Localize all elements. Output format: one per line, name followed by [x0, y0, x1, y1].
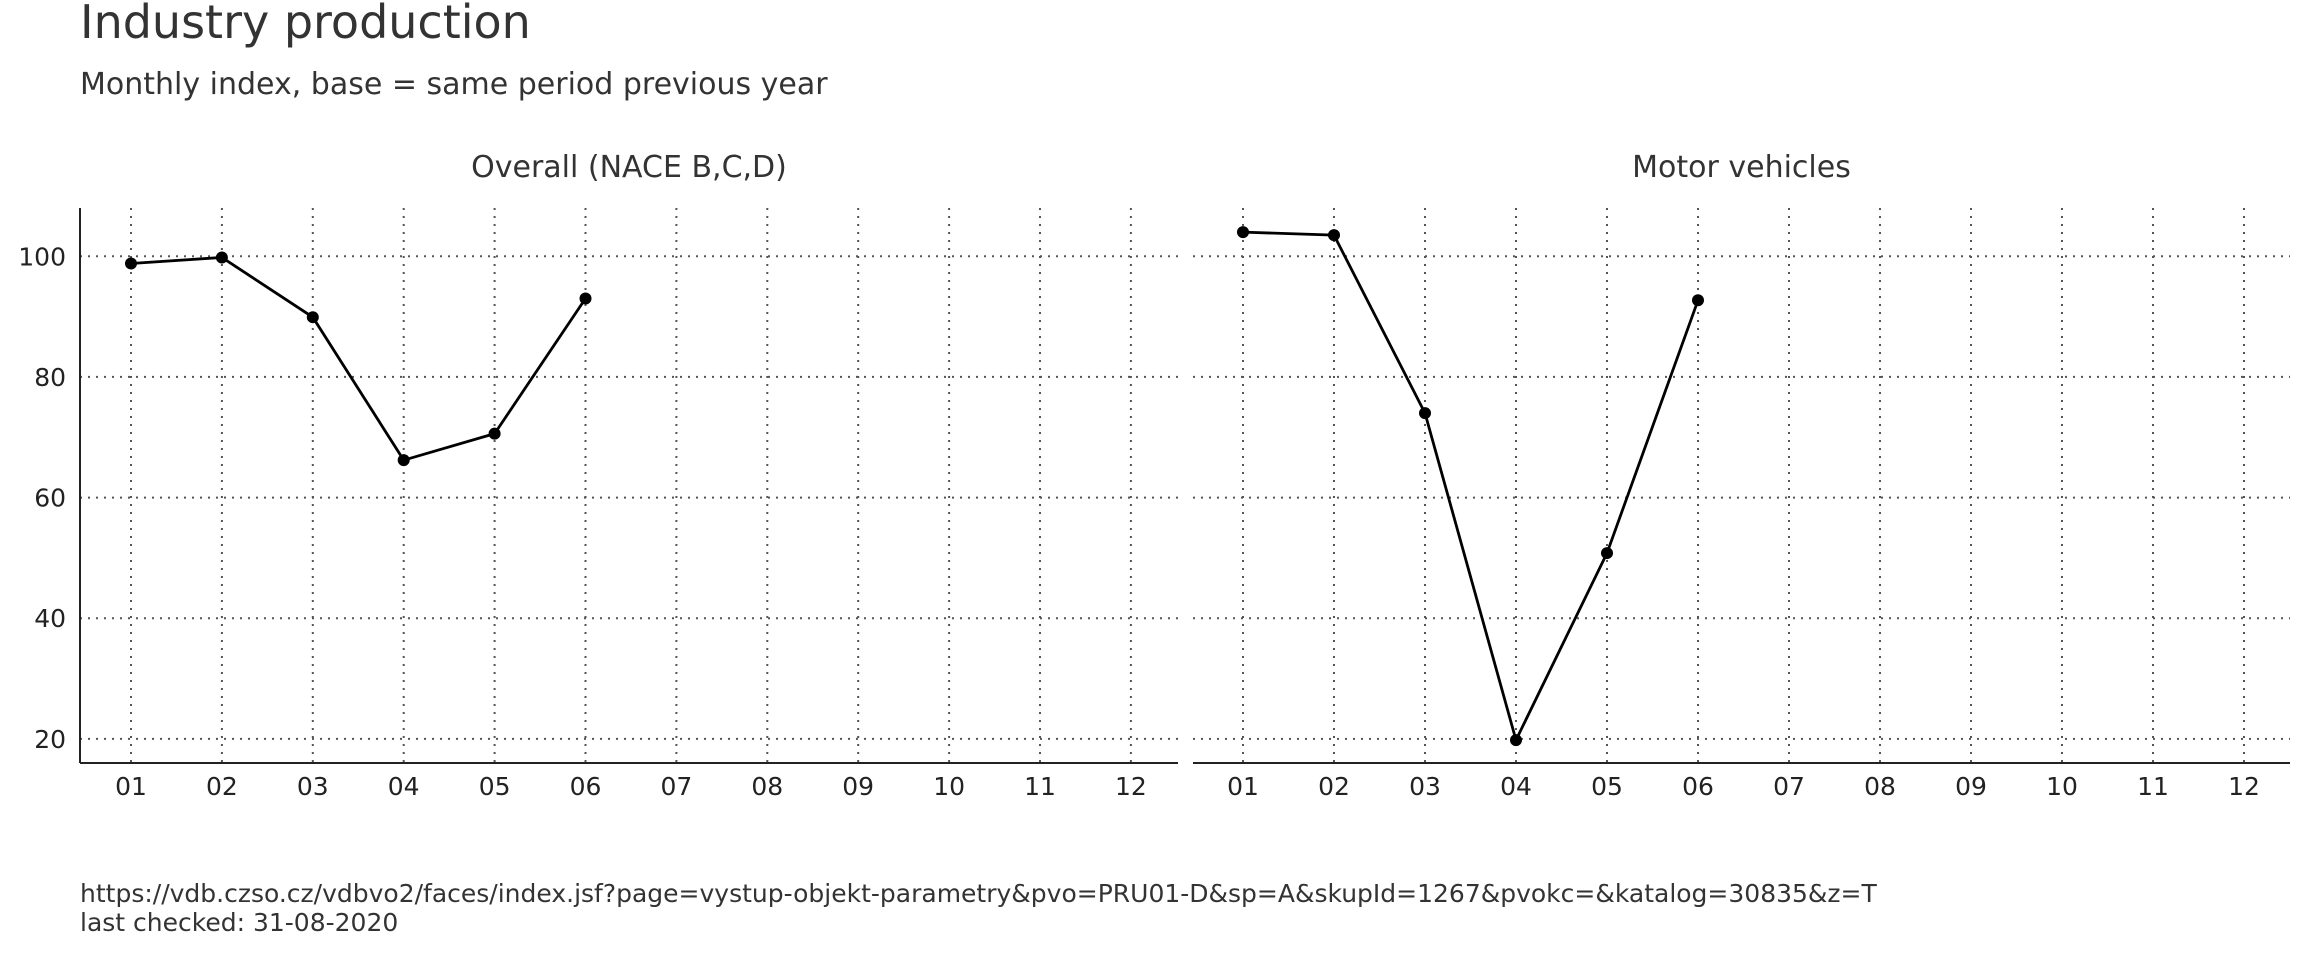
data-point — [306, 311, 319, 324]
x-tick-label: 01 — [1227, 772, 1259, 801]
data-point — [125, 257, 137, 270]
x-tick-label: 05 — [479, 772, 511, 801]
x-tick-label: 10 — [933, 772, 965, 801]
x-tick-label: 04 — [1500, 772, 1532, 801]
x-tick-label: 05 — [1591, 772, 1623, 801]
x-tick-label: 09 — [842, 772, 874, 801]
x-tick-label: 12 — [1115, 772, 1147, 801]
x-tick-label: 11 — [2137, 772, 2169, 801]
chart-subtitle: Monthly index, base = same period previo… — [80, 67, 828, 102]
x-tick-label: 02 — [206, 772, 238, 801]
x-tick-label: 02 — [1318, 772, 1350, 801]
data-point — [1692, 294, 1704, 307]
facet-title: Motor vehicles — [1632, 150, 1851, 185]
x-tick-label: 08 — [751, 772, 783, 801]
series-line — [1242, 230, 1700, 745]
x-tick-label: 11 — [1024, 772, 1056, 801]
x-tick-label: 10 — [2046, 772, 2078, 801]
y-tick-label: 20 — [34, 725, 66, 754]
y-tick-label: 60 — [34, 484, 66, 513]
data-point — [1419, 407, 1431, 420]
data-point — [215, 251, 228, 264]
series-line — [130, 256, 587, 462]
data-point — [488, 427, 501, 440]
data-point — [1237, 226, 1249, 239]
x-tick-label: 04 — [388, 772, 420, 801]
x-tick-label: 07 — [660, 772, 692, 801]
y-tick-label: 40 — [34, 604, 66, 633]
x-tick-label: 03 — [297, 772, 329, 801]
x-tick-label: 12 — [2228, 772, 2260, 801]
y-tick-label: 100 — [18, 242, 66, 271]
data-point — [1328, 229, 1340, 242]
data-point — [579, 292, 592, 305]
y-tick-label: 80 — [34, 363, 66, 392]
facet-title: Overall (NACE B,C,D) — [471, 150, 787, 185]
x-tick-label: 06 — [570, 772, 602, 801]
x-tick-label: 09 — [1955, 772, 1987, 801]
caption-source: https://vdb.czso.cz/vdbvo2/faces/index.j… — [80, 879, 1877, 908]
x-tick-label: 01 — [115, 772, 147, 801]
data-point — [397, 454, 410, 467]
chart-title: Industry production — [80, 0, 531, 49]
caption-last-checked: last checked: 31-08-2020 — [80, 908, 398, 937]
panel-motor-vehicles: Motor vehicles 01 02 03 04 05 06 07 08 09 10 11 12 — [1193, 150, 2290, 801]
x-tick-label: 07 — [1773, 772, 1805, 801]
data-point — [1510, 734, 1522, 747]
data-point — [1601, 547, 1613, 560]
x-tick-label: 06 — [1682, 772, 1714, 801]
x-tick-label: 08 — [1864, 772, 1896, 801]
x-tick-label: 03 — [1409, 772, 1441, 801]
panel-overall: Overall (NACE B,C,D) 20 40 60 80 100 01 02 03 04 0… — [18, 150, 1178, 801]
